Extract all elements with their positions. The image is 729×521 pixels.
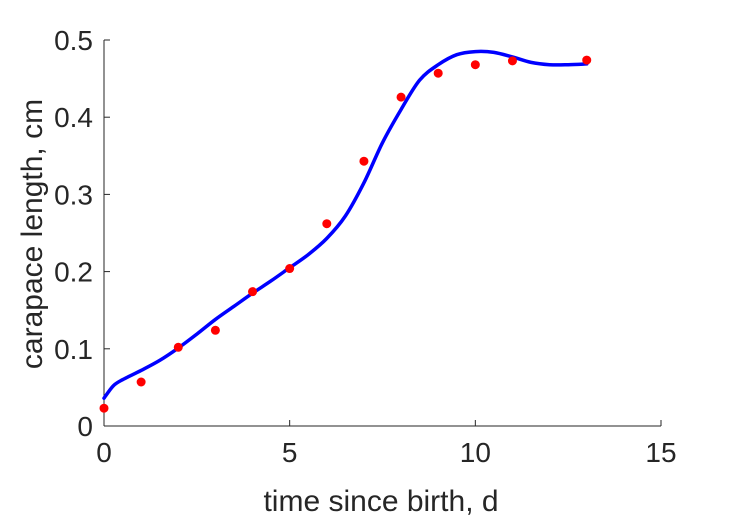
data-point — [322, 219, 332, 229]
y-tick-label: 0.1 — [54, 334, 93, 365]
data-points-layer — [99, 55, 592, 413]
y-tick-label: 0.3 — [54, 179, 93, 210]
fit-curve-line — [102, 49, 589, 400]
data-point — [396, 92, 406, 102]
x-tick-label: 0 — [96, 437, 112, 468]
data-point — [285, 264, 295, 274]
data-point — [359, 156, 369, 166]
y-tick-label: 0 — [77, 411, 93, 442]
axes: 0 5 10 15 0 0.1 0.2 0.3 0.4 0.5 — [54, 25, 677, 468]
y-tick-label: 0.2 — [54, 257, 93, 288]
fit-curve-layer — [102, 49, 589, 400]
data-point — [507, 56, 517, 66]
data-point — [433, 68, 443, 78]
data-point — [136, 377, 146, 387]
data-point — [99, 403, 109, 413]
y-tick-label: 0.4 — [54, 102, 93, 133]
data-point — [470, 60, 480, 70]
y-tick-label: 0.5 — [54, 25, 93, 56]
x-axis-label: time since birth, d — [263, 485, 498, 518]
data-point — [210, 325, 220, 335]
y-axis-label: carapace length, cm — [16, 99, 49, 369]
data-point — [248, 287, 258, 297]
data-point — [173, 342, 183, 352]
x-tick-label: 15 — [645, 437, 676, 468]
x-tick-label: 5 — [282, 437, 298, 468]
data-point — [582, 55, 592, 65]
x-tick-label: 10 — [460, 437, 491, 468]
